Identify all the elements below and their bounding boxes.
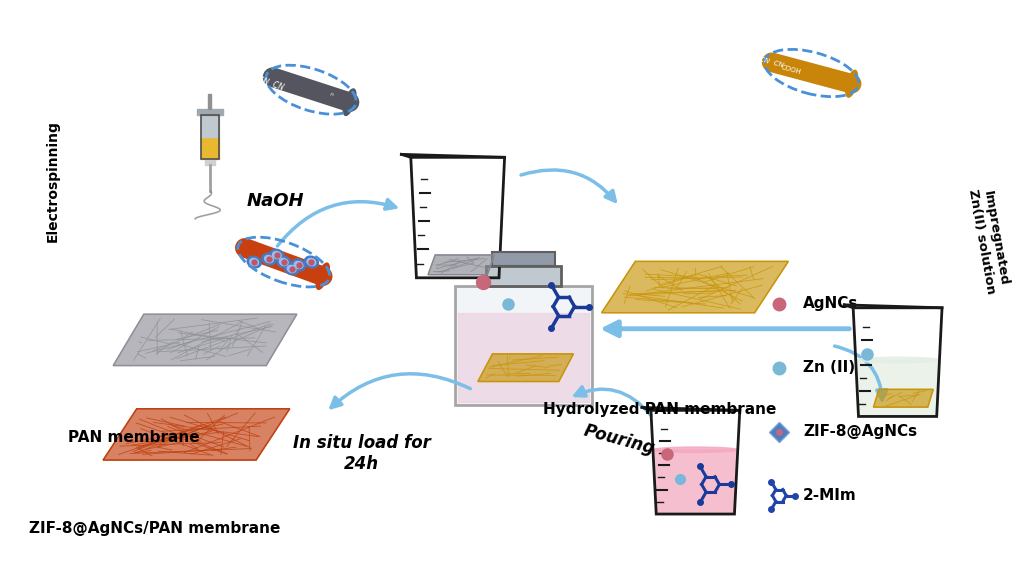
Polygon shape <box>602 261 788 312</box>
Text: ZIF-8@AgNCs/PAN membrane: ZIF-8@AgNCs/PAN membrane <box>29 521 280 537</box>
Text: COOH: COOH <box>780 65 802 76</box>
Polygon shape <box>103 409 290 460</box>
Bar <box>205 159 215 166</box>
Text: Pouring: Pouring <box>582 422 657 458</box>
Ellipse shape <box>292 259 305 271</box>
Ellipse shape <box>262 253 275 265</box>
Text: Zn (II): Zn (II) <box>803 360 855 375</box>
Bar <box>201 137 219 159</box>
Text: Impregnated
Zn(II) solution: Impregnated Zn(II) solution <box>966 185 1012 294</box>
Bar <box>486 266 561 286</box>
Text: NaOH: NaOH <box>247 192 304 210</box>
Ellipse shape <box>276 256 291 268</box>
Ellipse shape <box>247 256 261 268</box>
Bar <box>456 286 592 405</box>
Bar <box>201 115 219 159</box>
Ellipse shape <box>280 258 288 266</box>
Polygon shape <box>114 314 297 365</box>
Ellipse shape <box>304 256 318 268</box>
Bar <box>209 95 211 109</box>
Ellipse shape <box>343 89 356 115</box>
Ellipse shape <box>264 256 273 263</box>
Ellipse shape <box>316 263 330 289</box>
Ellipse shape <box>285 263 299 275</box>
Ellipse shape <box>307 258 315 266</box>
Ellipse shape <box>250 258 258 266</box>
Ellipse shape <box>272 252 282 259</box>
Bar <box>201 115 219 137</box>
Text: Hydrolyzed PAN membrane: Hydrolyzed PAN membrane <box>544 402 776 417</box>
Bar <box>459 313 589 403</box>
Polygon shape <box>856 360 939 417</box>
Polygon shape <box>653 450 737 514</box>
Text: Electrospinning: Electrospinning <box>46 120 60 242</box>
Text: PAN membrane: PAN membrane <box>69 430 200 445</box>
Text: CN  CN: CN CN <box>256 75 285 92</box>
Text: CN  CN: CN CN <box>759 56 784 68</box>
Text: In situ load for
24h: In situ load for 24h <box>293 435 430 473</box>
Text: AgNCs: AgNCs <box>803 296 858 311</box>
Ellipse shape <box>270 249 284 261</box>
Polygon shape <box>428 255 495 275</box>
Polygon shape <box>873 390 933 407</box>
Text: 2-MIm: 2-MIm <box>803 488 857 503</box>
Bar <box>197 109 223 115</box>
Ellipse shape <box>288 265 296 272</box>
Polygon shape <box>478 354 573 382</box>
Ellipse shape <box>653 447 737 453</box>
Bar <box>492 252 555 266</box>
Text: ZIF-8@AgNCs: ZIF-8@AgNCs <box>803 424 918 439</box>
Ellipse shape <box>846 70 857 97</box>
Text: $_n$: $_n$ <box>328 91 335 100</box>
Ellipse shape <box>856 358 939 363</box>
Ellipse shape <box>294 261 303 269</box>
